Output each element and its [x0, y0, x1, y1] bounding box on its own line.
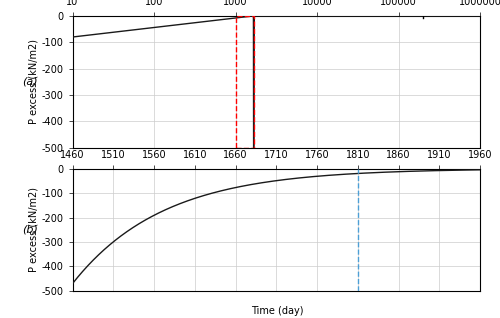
Bar	[236, 16, 255, 148]
Y-axis label: P excess (kN/m2): P excess (kN/m2)	[28, 187, 38, 272]
Text: (a): (a)	[22, 77, 38, 87]
Text: (b): (b)	[22, 225, 38, 235]
Text: Time (day): Time (day)	[252, 307, 304, 316]
Y-axis label: P excess (kN/m2): P excess (kN/m2)	[28, 39, 38, 124]
